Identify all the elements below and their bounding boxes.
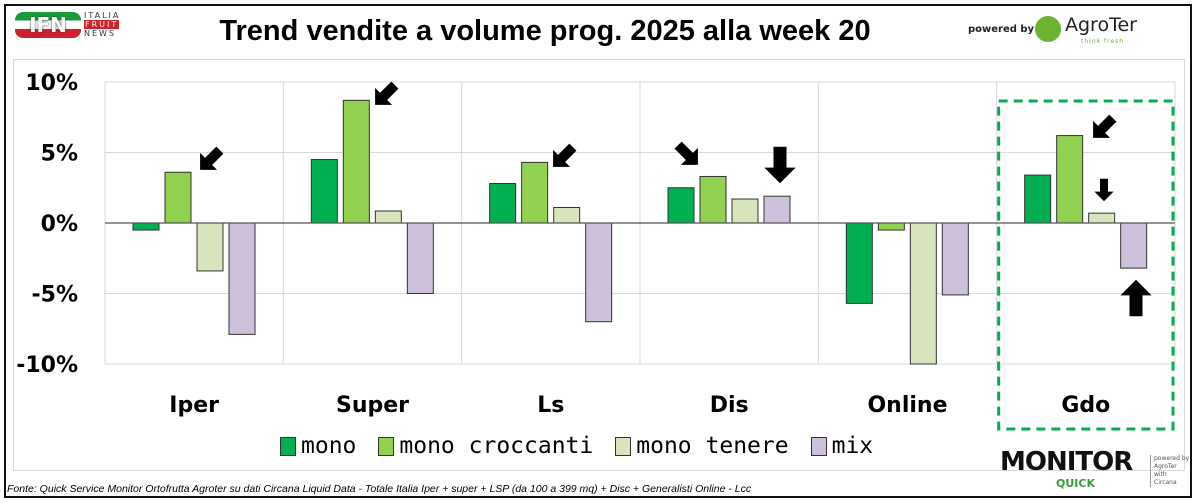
bar-mix — [941, 222, 969, 296]
logo-line: ITALIA — [84, 11, 121, 20]
y-tick-label: 0% — [41, 212, 78, 237]
bar-mono-tenere — [1088, 212, 1116, 224]
bar-mix — [406, 222, 434, 294]
badge-side-line: Circana — [1154, 479, 1177, 486]
arrow-icon — [375, 81, 399, 105]
bar-mono-tenere — [553, 206, 581, 224]
bar-mono — [132, 222, 160, 231]
legend-swatch — [280, 436, 296, 456]
badge-side-line: AgroTer — [1154, 463, 1177, 470]
arrow-icon — [1093, 114, 1117, 138]
ifn-logo-text: ITALIA FRUIT NEWS — [84, 11, 120, 38]
arrow-icon — [200, 146, 224, 170]
legend-label: mono — [301, 433, 357, 459]
plot-frame — [13, 59, 1185, 471]
arrow-icon — [764, 146, 796, 184]
bar-mono-croccanti — [1056, 135, 1084, 224]
bar-mono-croccanti — [164, 171, 192, 224]
y-tick-label: -5% — [32, 283, 78, 308]
tree-icon — [1035, 16, 1061, 42]
badge-side: powered by AgroTer with Circana — [1150, 455, 1189, 487]
legend-label: mix — [831, 433, 874, 459]
category-label: Dis — [710, 393, 749, 418]
bar-mono — [489, 183, 517, 224]
highlight-box — [997, 99, 1175, 431]
source-note: Fonte: Quick Service Monitor Ortofrutta … — [7, 483, 752, 495]
logo-line: NEWS — [84, 29, 117, 38]
bar-mono-tenere — [731, 198, 759, 224]
badge-sub: QUICK — [1056, 477, 1095, 490]
legend-label: mono tenere — [636, 433, 789, 459]
monitor-quick-logo: MONITOR QUICK — [1000, 448, 1145, 498]
ifn-logo: IFN — [15, 12, 81, 38]
legend-swatch — [378, 436, 395, 456]
bar-mono-tenere — [374, 210, 402, 224]
outer-frame — [4, 4, 1192, 498]
category-label: Ls — [537, 393, 564, 418]
bar-mono-tenere — [909, 222, 937, 365]
agroter-tagline: think fresh — [1081, 38, 1125, 45]
arrow-icon — [1120, 279, 1152, 317]
legend-item: mono — [280, 432, 356, 460]
legend-swatch — [615, 436, 632, 456]
category-label: Iper — [169, 393, 219, 418]
category-label: Online — [867, 393, 947, 418]
badge-name: MONITOR — [1000, 447, 1133, 477]
bar-mix — [585, 222, 613, 323]
legend-item: mix — [810, 432, 874, 460]
bar-mix — [763, 195, 791, 224]
y-tick-label: 5% — [41, 142, 78, 167]
powered-by: powered by — [968, 24, 1035, 35]
bar-mono-croccanti — [877, 222, 905, 231]
legend: mono mono croccanti mono tenere mix — [280, 432, 873, 460]
legend-swatch — [810, 436, 827, 456]
category-label: Super — [336, 393, 409, 418]
bar-mono-croccanti — [699, 175, 727, 224]
legend-label: mono croccanti — [399, 433, 594, 459]
y-tick-label: 10% — [25, 71, 78, 96]
bar-mono — [667, 187, 695, 224]
badge-side-line: with — [1154, 471, 1167, 478]
chart-title: Trend vendite a volume prog. 2025 alla w… — [219, 15, 871, 47]
bar-mono-croccanti — [342, 99, 370, 224]
badge-side-line: powered by — [1154, 455, 1190, 462]
legend-item: mono tenere — [615, 432, 789, 460]
bar-mono-croccanti — [521, 161, 549, 224]
bar-mix — [228, 222, 256, 335]
bar-mono — [310, 159, 338, 224]
bar-mix — [1120, 222, 1148, 269]
agroter-name: AgroTer — [1065, 14, 1137, 36]
bar-mono — [1024, 174, 1052, 224]
bar-mono — [845, 222, 873, 304]
logo-line: FRUIT — [84, 20, 120, 29]
arrow-icon — [1094, 178, 1114, 202]
category-label: Gdo — [1061, 393, 1110, 418]
y-tick-label: -10% — [16, 353, 78, 378]
arrow-icon — [674, 141, 698, 165]
arrow-icon — [553, 143, 577, 167]
agroter-logo: AgroTer think fresh — [1035, 14, 1155, 50]
legend-item: mono croccanti — [378, 432, 593, 460]
bar-mono-tenere — [196, 222, 224, 272]
